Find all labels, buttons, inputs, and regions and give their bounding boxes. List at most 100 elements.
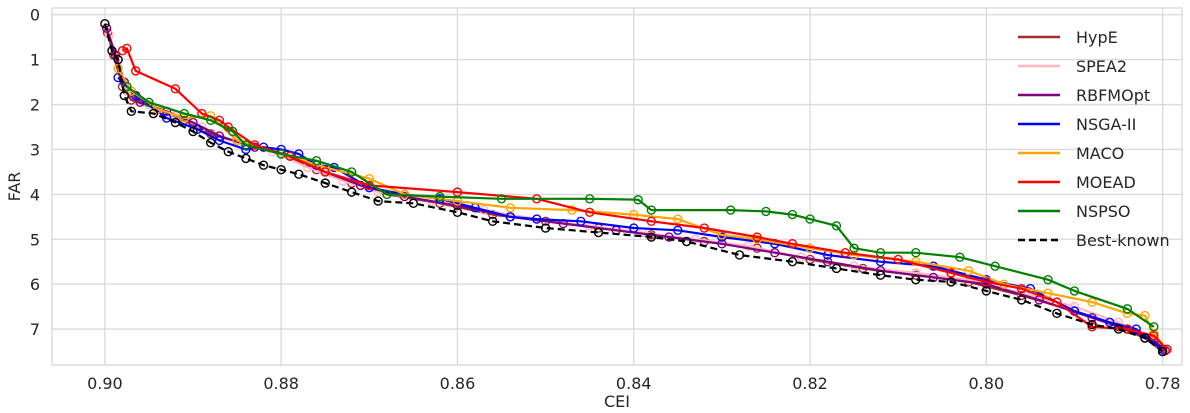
data-point [963, 265, 974, 276]
data-point [567, 205, 577, 215]
y-tick-label: 6 [30, 275, 40, 294]
data-point [540, 223, 551, 233]
data-point [320, 167, 330, 177]
data-point [1140, 333, 1150, 343]
data-point [223, 146, 233, 157]
data-point [276, 149, 286, 159]
data-point [311, 155, 322, 166]
data-point [1157, 346, 1168, 357]
data-point [1016, 295, 1027, 305]
data-point [126, 106, 137, 116]
data-point [840, 248, 850, 258]
data-point [875, 248, 886, 258]
y-tick-label: 2 [30, 96, 40, 115]
x-tick-label: 0.82 [792, 374, 828, 393]
data-point [250, 140, 260, 150]
data-point [1016, 283, 1027, 294]
data-point [101, 23, 112, 33]
data-point [955, 252, 965, 262]
data-point [734, 250, 745, 260]
data-point [911, 257, 921, 267]
legend-label: RBFMOpt [1076, 86, 1150, 105]
data-point [946, 277, 956, 287]
data-point [179, 108, 189, 119]
data-point [875, 265, 886, 276]
data-point [911, 274, 921, 285]
data-point [576, 216, 586, 227]
x-tick-label: 0.84 [616, 374, 652, 393]
data-point [205, 138, 216, 148]
data-point [113, 63, 123, 74]
data-point [1052, 308, 1062, 319]
x-tick-label: 0.86 [440, 374, 476, 393]
data-point [831, 221, 842, 231]
data-point [664, 232, 674, 242]
data-point [227, 126, 238, 137]
data-point [205, 115, 216, 125]
legend: HypE SPEA2 RBFMOpt NSGA-II MACO MOEAD NSPSO Bes… [1018, 28, 1170, 250]
data-point [505, 203, 516, 213]
data-point [496, 194, 507, 204]
data-point [122, 43, 132, 54]
data-point [717, 239, 727, 249]
data-point [990, 261, 1000, 271]
data-point [673, 225, 683, 235]
data-point [1149, 331, 1159, 341]
data-point [752, 232, 762, 242]
data-point [787, 257, 798, 267]
legend-label: MACO [1076, 144, 1124, 163]
data-point [170, 117, 181, 128]
plot-background [52, 8, 1182, 365]
y-tick-label: 4 [30, 185, 40, 204]
data-point [532, 214, 542, 224]
data-point [1105, 317, 1115, 328]
y-axis-label: FAR [5, 172, 24, 202]
data-point [593, 227, 604, 238]
data-point [113, 54, 123, 65]
data-point [831, 263, 842, 274]
y-tick-label: 0 [30, 6, 40, 25]
data-point [681, 236, 692, 247]
data-point [276, 164, 286, 175]
data-point [346, 167, 357, 177]
series-best-known [100, 19, 1168, 357]
y-tick-label: 1 [30, 51, 40, 70]
data-point [107, 45, 117, 56]
data-point [1069, 286, 1080, 296]
data-point [408, 198, 419, 209]
y-tick-label: 5 [30, 230, 40, 249]
data-point [1122, 324, 1133, 334]
data-point [382, 189, 392, 200]
data-point [144, 97, 154, 108]
data-point [761, 206, 771, 217]
data-point [294, 169, 304, 179]
data-point [505, 212, 516, 222]
data-point [629, 223, 639, 233]
data-point [699, 223, 709, 233]
series-line [126, 85, 1155, 328]
data-point [875, 270, 886, 280]
data-point [1149, 322, 1159, 332]
data-point [787, 209, 798, 220]
data-point [373, 196, 383, 206]
plot-frame [51, 7, 1183, 366]
data-point [981, 277, 992, 287]
data-point [188, 126, 198, 137]
data-point [770, 248, 780, 258]
series-nspso [122, 81, 1159, 332]
data-point [1087, 297, 1097, 307]
data-point [192, 124, 203, 134]
x-axis-label: CEI [604, 392, 630, 411]
data-point [241, 153, 251, 164]
data-point [1052, 297, 1062, 307]
data-point [117, 45, 128, 56]
y-tick-labels: 0 1 2 3 4 5 6 7 [30, 6, 40, 339]
data-point [452, 207, 463, 218]
data-point [346, 187, 357, 197]
data-point [787, 239, 798, 249]
data-point [1043, 274, 1053, 285]
data-point [119, 90, 129, 101]
data-point [743, 241, 754, 251]
